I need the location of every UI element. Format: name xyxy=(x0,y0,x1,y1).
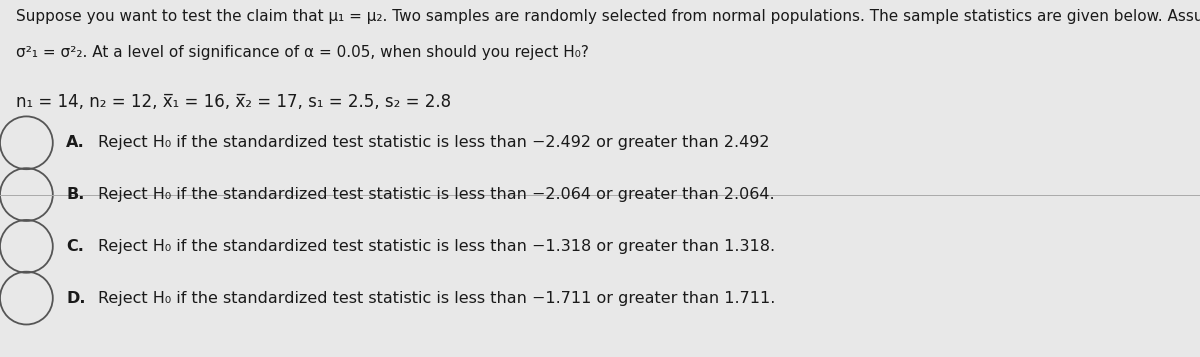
Text: σ²₁ = σ²₂. At a level of significance of α = 0.05, when should you reject H₀?: σ²₁ = σ²₂. At a level of significance of… xyxy=(16,45,588,60)
Text: Reject H₀ if the standardized test statistic is less than −1.318 or greater than: Reject H₀ if the standardized test stati… xyxy=(98,239,775,254)
Text: Reject H₀ if the standardized test statistic is less than −1.711 or greater than: Reject H₀ if the standardized test stati… xyxy=(98,291,775,306)
Text: C.: C. xyxy=(66,239,84,254)
Text: D.: D. xyxy=(66,291,85,306)
Text: Suppose you want to test the claim that μ₁ = μ₂. Two samples are randomly select: Suppose you want to test the claim that … xyxy=(16,9,1200,24)
Text: A.: A. xyxy=(66,135,85,150)
Text: Reject H₀ if the standardized test statistic is less than −2.492 or greater than: Reject H₀ if the standardized test stati… xyxy=(98,135,770,150)
Text: Reject H₀ if the standardized test statistic is less than −2.064 or greater than: Reject H₀ if the standardized test stati… xyxy=(98,187,775,202)
Text: B.: B. xyxy=(66,187,84,202)
Text: n₁ = 14, n₂ = 12, x̅₁ = 16, x̅₂ = 17, s₁ = 2.5, s₂ = 2.8: n₁ = 14, n₂ = 12, x̅₁ = 16, x̅₂ = 17, s₁… xyxy=(16,93,451,111)
